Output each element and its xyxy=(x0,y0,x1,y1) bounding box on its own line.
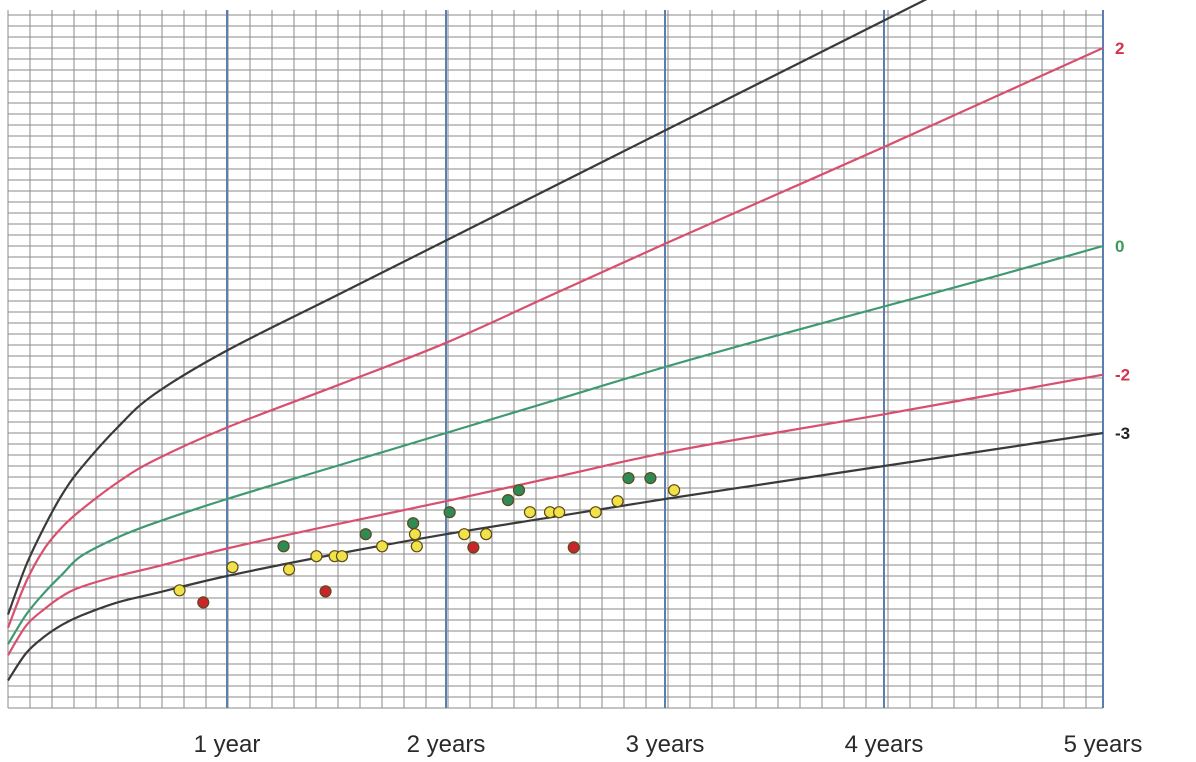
z-score-curve xyxy=(7,244,1104,645)
z-score-curve xyxy=(7,431,1104,682)
z-score-labels: 320-2-3 xyxy=(1115,39,1130,443)
observation-point xyxy=(407,517,420,530)
observation-point xyxy=(589,506,602,519)
x-tick-label: 4 years xyxy=(845,731,924,758)
observation-point xyxy=(443,506,456,519)
observation-point xyxy=(512,484,526,497)
observation-point xyxy=(553,506,566,519)
observation-point xyxy=(611,495,624,508)
observation-point xyxy=(319,585,332,598)
observation-point xyxy=(310,550,323,563)
observation-point xyxy=(359,528,372,541)
observation-point xyxy=(467,541,480,554)
observation-point xyxy=(376,540,389,553)
observation-point xyxy=(226,561,239,574)
observation-point xyxy=(668,484,681,497)
observation-point xyxy=(644,472,657,485)
observation-point xyxy=(622,472,635,485)
x-tick-label: 2 years xyxy=(407,731,486,758)
observation-point xyxy=(408,528,422,541)
observation-point xyxy=(458,528,471,541)
z-score-curve xyxy=(6,0,928,615)
z-score-label: 0 xyxy=(1115,237,1124,256)
z-score-curve xyxy=(6,46,1104,629)
observation-point xyxy=(335,550,349,563)
z-score-label: -2 xyxy=(1115,366,1130,385)
z-score-curves xyxy=(6,0,1104,682)
major-grid xyxy=(226,10,1104,708)
z-score-label: -3 xyxy=(1115,424,1130,443)
observation-point xyxy=(567,541,580,554)
x-tick-label: 5 years xyxy=(1064,731,1143,758)
z-score-label: 2 xyxy=(1115,39,1124,58)
x-axis-tick-labels: 1 year 2 years 3 years 4 years 5 years xyxy=(194,731,1143,758)
observation-point xyxy=(282,563,296,576)
x-tick-label: 1 year xyxy=(194,731,261,758)
observation-point xyxy=(197,596,210,609)
observation-point xyxy=(501,494,515,507)
observation-point xyxy=(277,540,290,553)
observation-point xyxy=(410,540,423,553)
observation-points xyxy=(173,472,681,609)
observation-point xyxy=(173,584,186,597)
observation-point xyxy=(523,506,537,519)
x-tick-label: 3 years xyxy=(626,731,705,758)
observation-point xyxy=(480,528,493,541)
z-score-curve xyxy=(7,373,1104,656)
